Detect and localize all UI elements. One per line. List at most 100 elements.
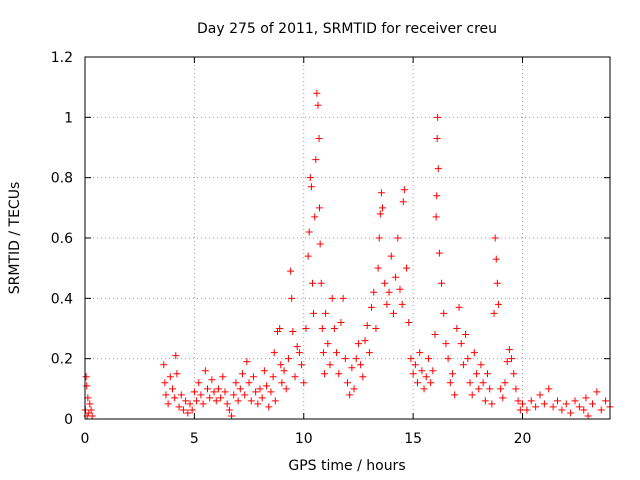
data-point: [328, 294, 336, 302]
data-point: [354, 340, 362, 348]
data-point: [234, 397, 242, 405]
data-point: [505, 346, 513, 354]
data-point: [161, 379, 169, 387]
data-point: [582, 394, 590, 402]
data-point: [236, 385, 244, 393]
data-point: [523, 406, 531, 414]
data-point: [540, 400, 548, 408]
data-point: [398, 300, 406, 308]
data-point: [381, 279, 389, 287]
x-tick-label: 15: [404, 431, 422, 447]
data-point: [434, 165, 442, 173]
data-point: [225, 406, 233, 414]
data-point: [407, 355, 415, 363]
data-point: [446, 379, 454, 387]
data-point: [503, 358, 511, 366]
data-point: [403, 264, 411, 272]
data-point: [368, 303, 376, 311]
data-point: [288, 294, 296, 302]
data-point: [171, 394, 179, 402]
data-point: [427, 379, 435, 387]
data-point: [491, 234, 499, 242]
data-point: [536, 391, 544, 399]
data-point: [375, 234, 383, 242]
data-point: [499, 394, 507, 402]
data-point: [265, 403, 273, 411]
data-point: [293, 343, 301, 351]
data-point: [204, 385, 211, 393]
data-point: [201, 367, 209, 375]
data-point: [420, 385, 428, 393]
data-point: [516, 406, 524, 414]
y-tick-label: 0.8: [51, 171, 73, 187]
data-point: [532, 403, 540, 411]
data-point: [341, 355, 349, 363]
data-point: [322, 309, 330, 317]
data-point: [473, 370, 481, 378]
data-point: [580, 406, 588, 414]
data-point: [221, 388, 229, 396]
data-point: [208, 376, 216, 384]
data-point: [357, 361, 365, 369]
data-point: [326, 361, 334, 369]
data-point: [188, 406, 196, 414]
data-point: [179, 406, 187, 414]
data-point: [558, 406, 566, 414]
data-point: [254, 400, 262, 408]
data-point: [416, 349, 424, 357]
data-point: [494, 300, 502, 308]
data-point: [562, 400, 570, 408]
data-point: [508, 355, 516, 363]
data-point: [243, 358, 251, 366]
data-point: [267, 388, 275, 396]
data-point: [321, 370, 329, 378]
data-point: [232, 379, 240, 387]
data-point: [166, 373, 174, 381]
data-point: [311, 213, 319, 221]
data-point: [571, 397, 579, 405]
data-point: [352, 355, 360, 363]
axis-ticks: 0 5 10 15 20 0 0.2 0.4 0.6 0.8 1 1.2: [51, 50, 610, 447]
data-point: [399, 198, 407, 206]
data-point: [182, 397, 190, 405]
data-point: [337, 318, 345, 326]
data-point: [302, 325, 310, 332]
data-point: [584, 412, 592, 420]
data-point: [304, 252, 312, 260]
data-point: [223, 400, 231, 408]
data-point: [82, 373, 90, 381]
data-point: [282, 385, 290, 393]
data-point: [405, 318, 413, 326]
data-point: [477, 361, 485, 369]
data-point: [83, 382, 91, 390]
data-point: [372, 325, 380, 332]
data-point: [435, 249, 443, 257]
y-axis-label: SRMTID / TECUs: [7, 182, 23, 295]
data-point: [422, 373, 430, 381]
data-point: [88, 412, 96, 420]
y-tick-label: 0.6: [51, 231, 73, 247]
data-point: [597, 406, 605, 414]
data-point: [449, 370, 456, 378]
data-point: [177, 391, 185, 399]
data-point: [493, 279, 501, 287]
data-point: [172, 352, 180, 360]
data-point: [186, 400, 194, 408]
y-tick-label: 1.2: [51, 50, 73, 66]
data-point: [162, 391, 170, 399]
data-point: [86, 400, 94, 408]
data-point: [312, 156, 320, 164]
data-point: [210, 388, 218, 396]
data-point: [453, 325, 461, 332]
data-point: [193, 397, 201, 405]
data-point: [276, 325, 284, 332]
data-point: [344, 379, 351, 387]
data-point: [490, 309, 498, 317]
data-point: [300, 379, 308, 387]
data-point: [593, 388, 601, 396]
data-point: [389, 309, 397, 317]
data-point: [394, 234, 402, 242]
data-point: [464, 355, 472, 363]
data-point: [486, 385, 494, 393]
